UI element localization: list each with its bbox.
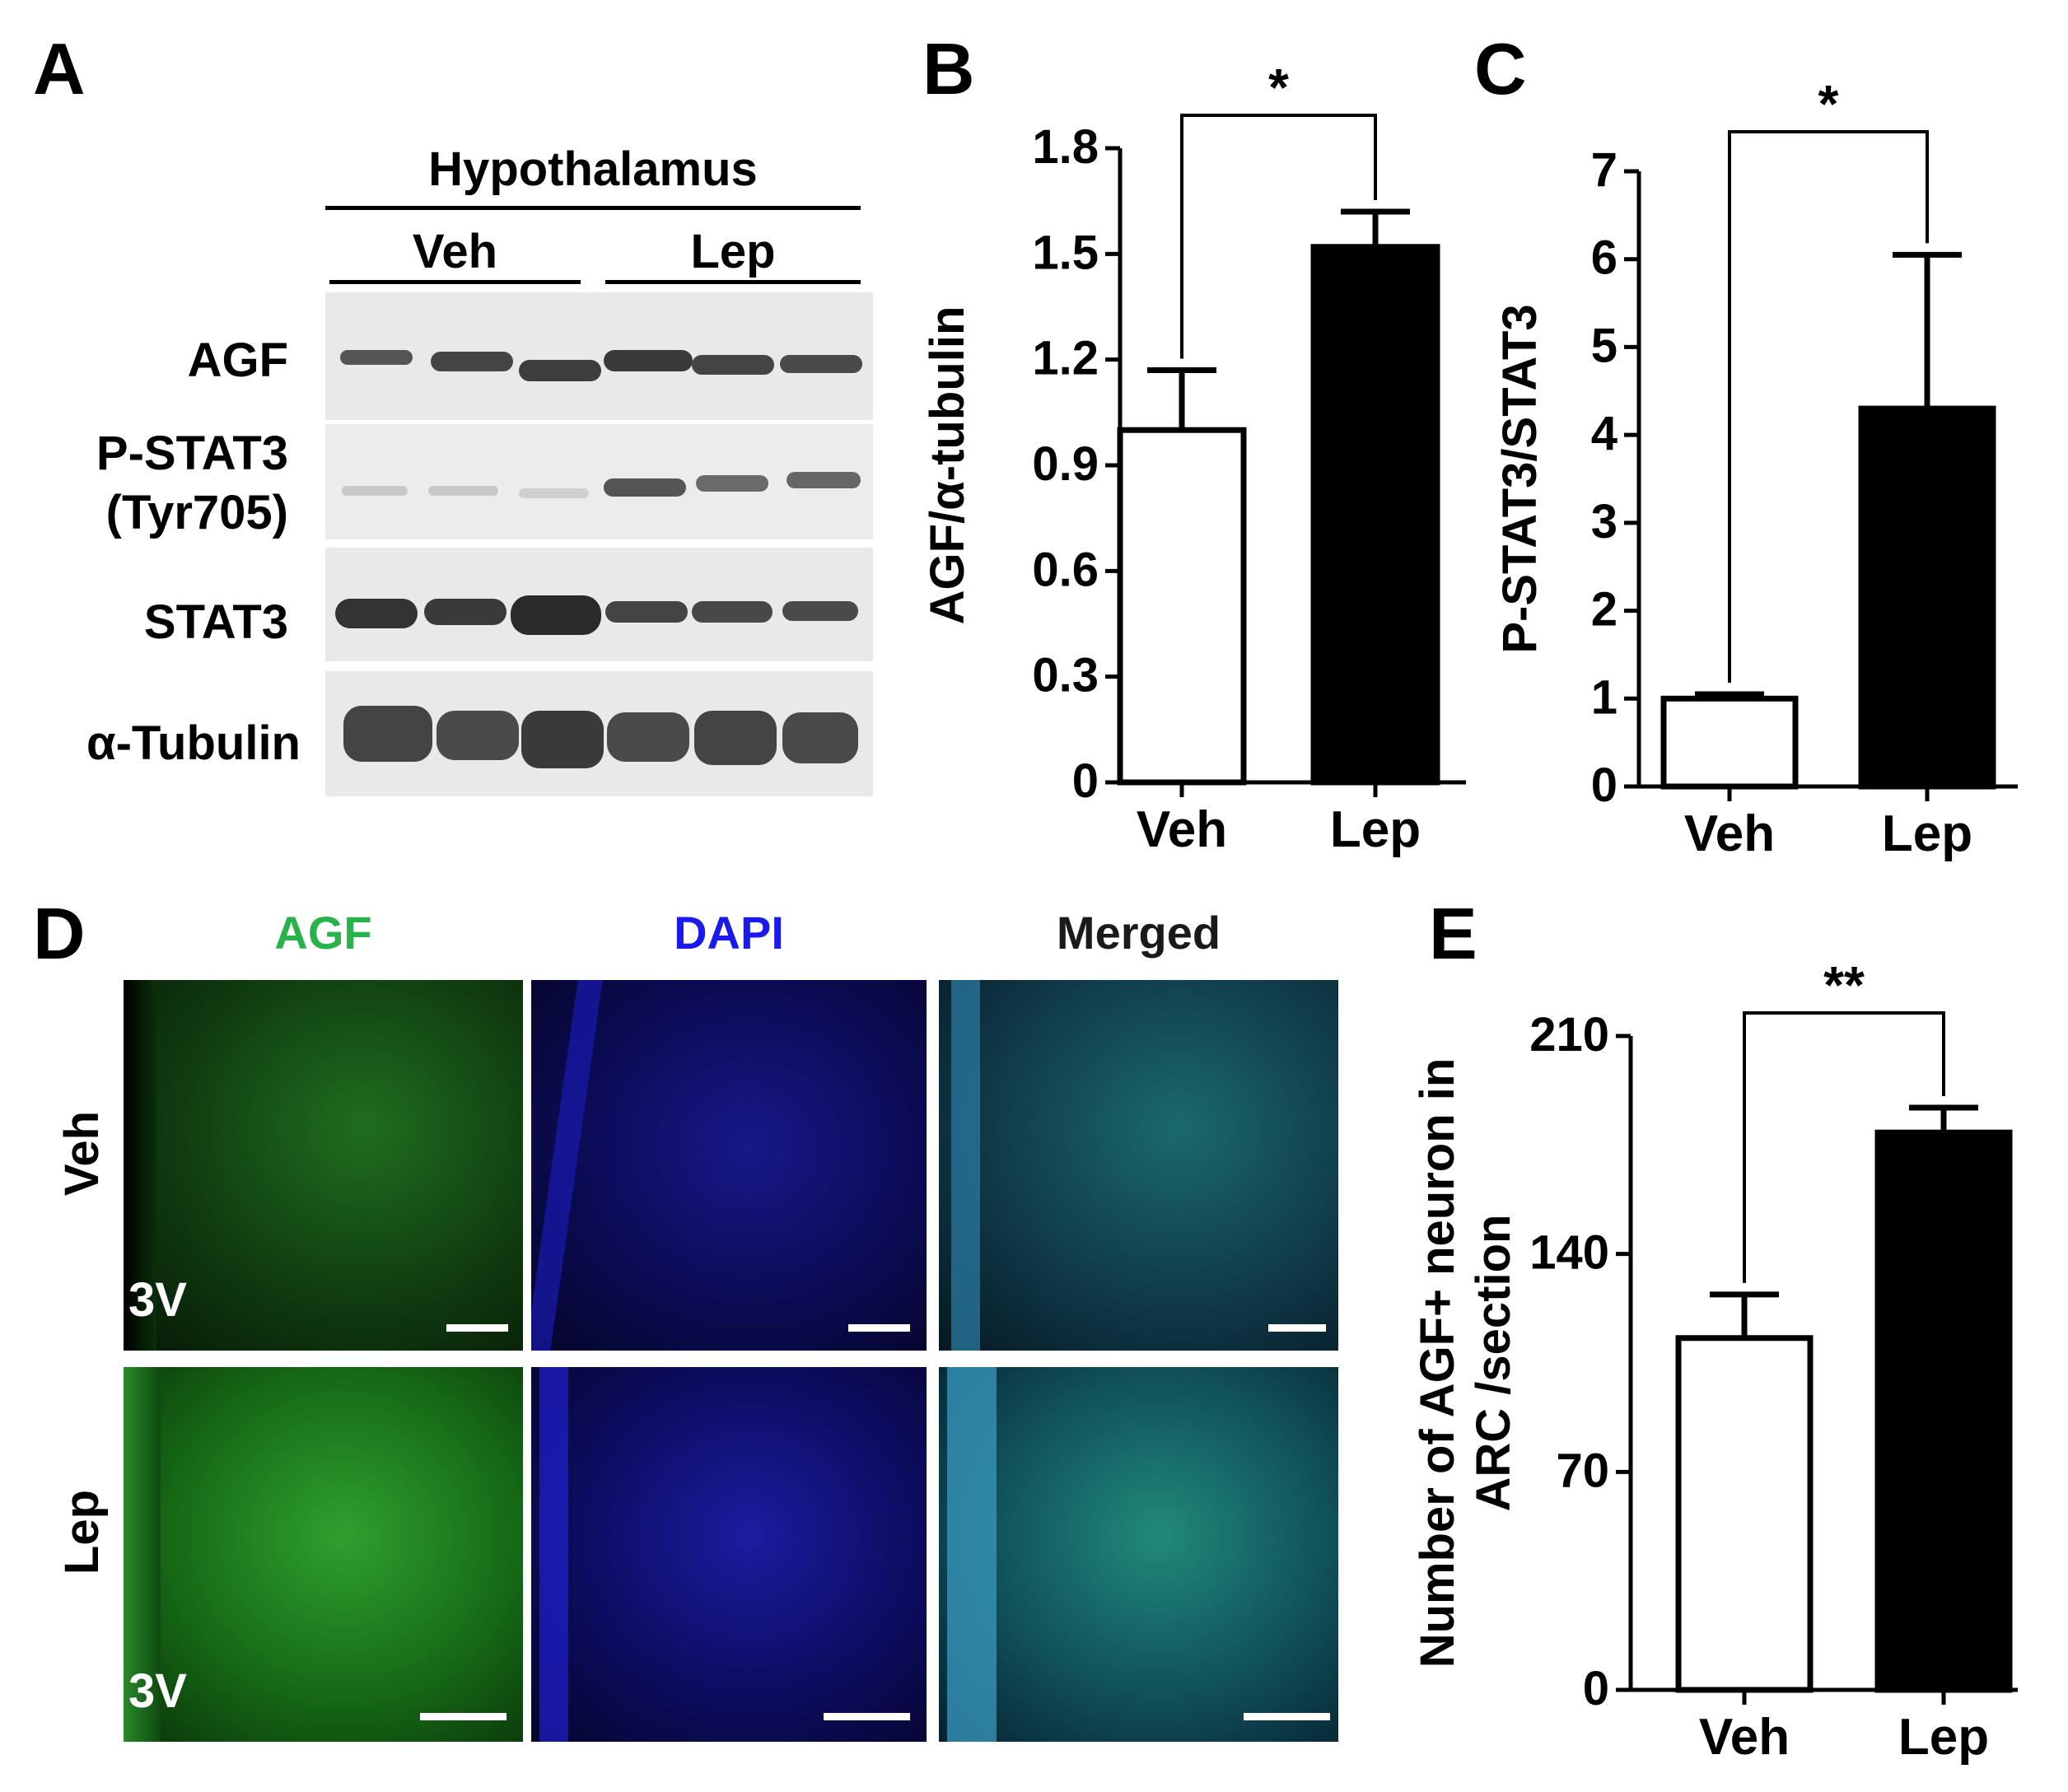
blot-header-hypothalamus: Hypothalamus (428, 142, 758, 196)
micro-veh-agf: 3V (124, 980, 523, 1351)
chart-b-bar-veh (1117, 427, 1247, 786)
chart-b-category-lep: Lep (1330, 801, 1421, 858)
chart-c-ytick-label: 1 (1591, 670, 1618, 724)
channel-title-merged: Merged (1056, 907, 1221, 959)
chart-c-ytick-label: 5 (1591, 319, 1618, 372)
chart-b-ytick-label: 0 (1072, 754, 1099, 808)
chart-c-category-veh: Veh (1684, 805, 1775, 862)
chart-e-ylabel-2: ARC /section (1467, 1215, 1520, 1512)
blot-label-stat3: STAT3 (143, 595, 288, 649)
blot-strip-pstat3 (325, 424, 873, 539)
chart-e-bar-veh (1675, 1335, 1814, 1693)
chart-c: 0 1 2 3 4 5 6 7 P-STAT3/STAT3 Veh Lep * (1493, 74, 2018, 862)
chart-c-bar-veh (1660, 695, 1799, 790)
chart-c-category-lep: Lep (1882, 805, 1972, 862)
chart-b-significance-bracket (1180, 114, 1377, 359)
blot-strip-tubulin (325, 671, 873, 796)
chart-b-ytick-label: 0.9 (1032, 437, 1099, 491)
chart-e-bar-lep (1874, 1129, 2013, 1693)
chart-c-ytick-label: 4 (1591, 407, 1618, 460)
blot-group-lep: Lep (690, 225, 776, 278)
chart-b-category-veh: Veh (1137, 801, 1227, 858)
chart-b-ytick-label: 1.2 (1032, 332, 1099, 385)
blot-label-agf: AGF (187, 334, 288, 387)
panel-e-letter: E (1429, 893, 1477, 974)
blot-group-lep-line (605, 280, 861, 284)
chart-b: 0 0.3 0.6 0.9 1.2 1.5 1.8 AGF/α-tubulin Veh Lep * (921, 58, 1466, 858)
chart-c-significance-label: * (1818, 74, 1839, 133)
blot-strip-stat3 (325, 548, 873, 661)
chart-b-ytick-label: 1.5 (1032, 226, 1099, 279)
blot-label-tubulin: α-Tubulin (86, 716, 301, 770)
chart-b-ylabel: AGF/α-tubulin (921, 306, 974, 625)
panel-b-letter: B (922, 28, 975, 110)
panel-a-letter: A (33, 28, 86, 110)
chart-e-ytick-label: 70 (1556, 1444, 1609, 1497)
micro-lep-agf: 3V (124, 1367, 523, 1742)
channel-title-agf: AGF (274, 907, 372, 959)
micro-veh-dapi (531, 980, 927, 1351)
chart-e-ytick-label: 210 (1529, 1008, 1609, 1062)
chart-e-category-veh: Veh (1699, 1709, 1790, 1766)
blot-label-tyr705: (Tyr705) (105, 486, 288, 539)
panel-d-letter: D (33, 893, 86, 974)
chart-c-ytick-label: 6 (1591, 231, 1618, 285)
chart-c-significance-bracket (1728, 130, 1929, 683)
micro-3v-label-lep: 3V (128, 1664, 187, 1718)
micro-row-label-lep: Lep (55, 1489, 110, 1575)
blot-label-pstat3: P-STAT3 (96, 427, 288, 480)
panel-c-letter: C (1474, 28, 1527, 110)
blot-strip-agf (325, 292, 873, 420)
micro-lep-dapi (531, 1367, 927, 1742)
chart-c-ytick-label: 0 (1591, 758, 1618, 812)
micro-3v-label-veh: 3V (128, 1273, 187, 1327)
chart-e: 0 70 140 210 Number of AGF+ neuron in ARC /se… (1411, 955, 2018, 1766)
chart-c-ytick-label: 2 (1591, 583, 1618, 637)
micro-row-label-veh: Veh (55, 1110, 110, 1196)
blot-header-line (325, 206, 861, 210)
chart-c-ytick-label: 3 (1591, 495, 1618, 548)
blot-group-veh: Veh (412, 225, 498, 278)
blot-group-veh-line (329, 280, 581, 284)
chart-e-ytick-label: 140 (1529, 1226, 1609, 1280)
chart-b-ytick-label: 0.3 (1032, 649, 1099, 702)
chart-e-significance-bracket (1743, 1011, 1945, 1283)
micro-lep-merged (939, 1367, 1338, 1742)
chart-c-bar-lep (1858, 405, 1996, 790)
chart-e-category-lep: Lep (1898, 1709, 1989, 1766)
chart-c-ylabel: P-STAT3/STAT3 (1493, 304, 1547, 653)
chart-b-bar-lep (1310, 244, 1440, 786)
chart-e-ylabel: Number of AGF+ neuron in (1411, 1058, 1464, 1668)
chart-b-ytick-label: 0.6 (1032, 543, 1099, 596)
chart-c-ytick-label: 7 (1591, 143, 1618, 197)
channel-title-dapi: DAPI (674, 907, 784, 959)
chart-b-ytick-label: 1.8 (1032, 120, 1099, 174)
chart-e-ytick-label: 0 (1583, 1662, 1609, 1715)
chart-b-significance-label: * (1268, 58, 1289, 117)
chart-e-significance-label: ** (1823, 955, 1865, 1015)
micro-veh-merged (939, 980, 1338, 1351)
